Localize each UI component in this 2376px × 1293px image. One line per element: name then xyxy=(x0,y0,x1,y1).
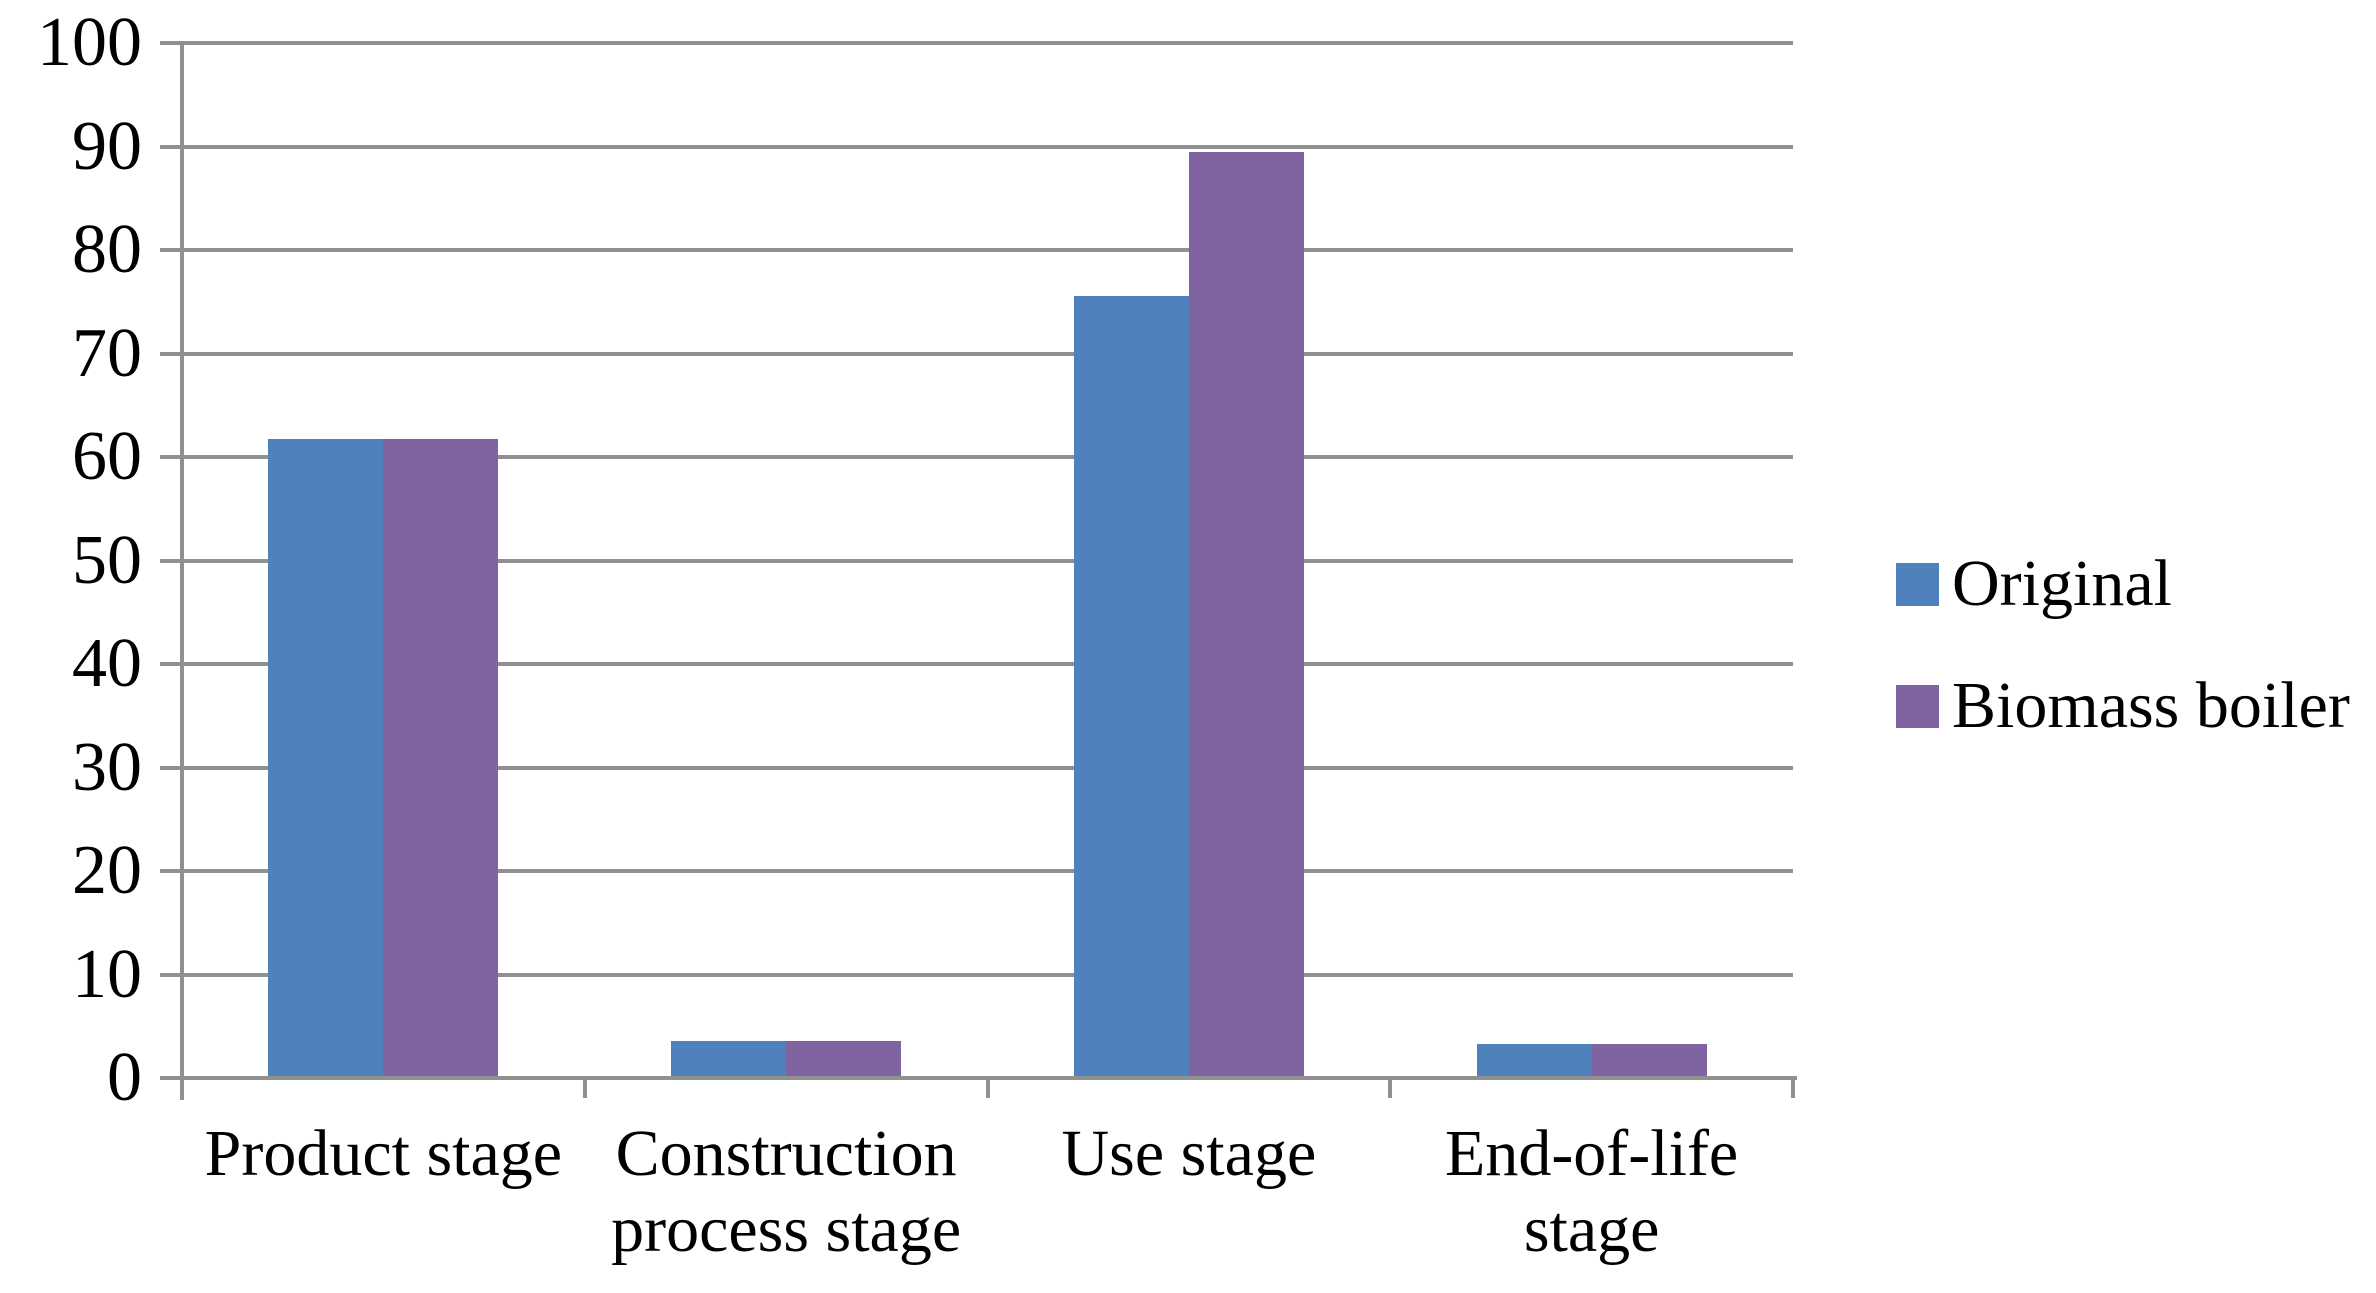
y-tick-60 xyxy=(160,455,182,459)
legend-label: Biomass boiler xyxy=(1952,669,2350,742)
x-category-label-1: Product stage xyxy=(123,1116,643,1192)
bar-original-3 xyxy=(1073,295,1189,1078)
x-category-label-3: Use stage xyxy=(929,1116,1449,1192)
y-tick-80 xyxy=(160,248,182,252)
y-tick-label-90: 90 xyxy=(72,107,142,185)
y-tick-label-70: 70 xyxy=(72,314,142,392)
x-tick-2 xyxy=(985,1076,990,1098)
bar-original-4 xyxy=(1476,1043,1592,1078)
gridline-y-100 xyxy=(182,41,1793,45)
legend-swatch-icon xyxy=(1896,684,1939,728)
y-axis-line xyxy=(180,41,184,1100)
y-tick-label-80: 80 xyxy=(72,211,142,288)
bar-biomass-boiler-2 xyxy=(786,1040,902,1078)
x-category-label-2: Construction process stage xyxy=(526,1116,1046,1268)
y-tick-40 xyxy=(160,662,182,666)
legend-item-original: Original xyxy=(1896,542,2172,626)
x-category-label-line: Product stage xyxy=(204,1117,563,1190)
gridline-y-40 xyxy=(182,662,1793,666)
x-category-label-line: stage xyxy=(1523,1193,1660,1266)
y-tick-30 xyxy=(160,765,182,770)
gridline-y-30 xyxy=(182,765,1793,770)
y-tick-label-20: 20 xyxy=(72,832,142,909)
bar-biomass-boiler-4 xyxy=(1591,1043,1707,1078)
bar-original-2 xyxy=(671,1040,787,1078)
gridline-y-10 xyxy=(182,972,1793,977)
x-axis-line xyxy=(182,1076,1797,1080)
x-category-label-line: Construction xyxy=(615,1117,957,1190)
legend-swatch-icon xyxy=(1896,562,1939,606)
gridline-y-20 xyxy=(182,869,1793,873)
gridline-y-60 xyxy=(182,455,1793,459)
x-tick-4 xyxy=(1791,1076,1795,1098)
x-category-label-line: process stage xyxy=(611,1193,962,1266)
y-tick-label-50: 50 xyxy=(72,521,142,599)
x-category-label-4: End-of-life stage xyxy=(1332,1116,1852,1268)
y-tick-50 xyxy=(160,558,182,563)
gridline-y-90 xyxy=(182,144,1793,149)
x-tick-1 xyxy=(582,1076,587,1098)
y-tick-label-0: 0 xyxy=(107,1039,142,1116)
y-tick-label-40: 40 xyxy=(72,625,142,702)
y-tick-label-30: 30 xyxy=(72,728,142,806)
plot-area xyxy=(182,41,1793,1078)
y-tick-label-10: 10 xyxy=(72,935,142,1013)
gridline-y-50 xyxy=(182,558,1793,563)
legend-item-biomass-boiler: Biomass boiler xyxy=(1896,664,2350,748)
y-tick-20 xyxy=(160,869,182,873)
y-tick-90 xyxy=(160,144,182,149)
bar-biomass-boiler-1 xyxy=(383,439,499,1078)
legend-label: Original xyxy=(1952,547,2172,620)
bar-biomass-boiler-3 xyxy=(1188,151,1304,1078)
y-tick-label-60: 60 xyxy=(72,418,142,495)
y-tick-10 xyxy=(160,972,182,977)
x-tick-3 xyxy=(1388,1076,1393,1098)
y-tick-0 xyxy=(160,1076,182,1080)
gridline-y-70 xyxy=(182,351,1793,356)
y-tick-label-100: 100 xyxy=(37,4,142,81)
y-tick-70 xyxy=(160,351,182,356)
x-category-label-line: End-of-life xyxy=(1445,1117,1739,1190)
x-category-label-line: Use stage xyxy=(1061,1117,1317,1190)
gridline-y-80 xyxy=(182,248,1793,252)
y-tick-100 xyxy=(160,41,182,45)
bar-original-1 xyxy=(268,439,384,1078)
